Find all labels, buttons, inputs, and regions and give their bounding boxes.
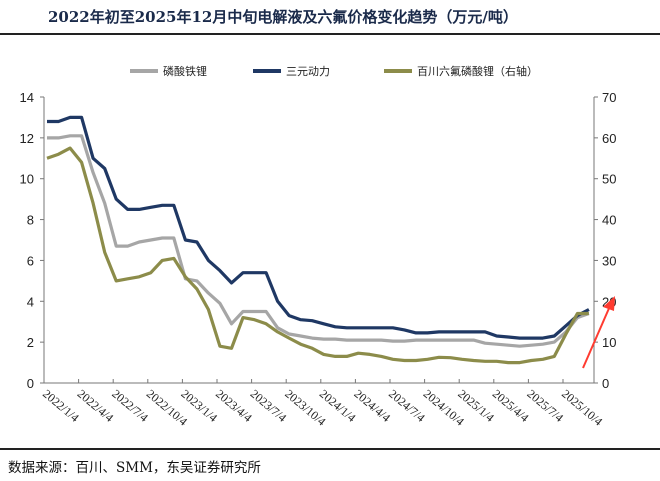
y-left-tick-label: 12 bbox=[20, 131, 34, 146]
x-tick-label: 2023/7/4 bbox=[248, 387, 290, 425]
y-left-tick-label: 4 bbox=[27, 294, 34, 309]
y-right-tick-label: 60 bbox=[602, 131, 616, 146]
legend-label-0: 磷酸铁锂 bbox=[163, 64, 207, 78]
y-right-tick-label: 40 bbox=[602, 213, 616, 228]
annotation-arrow-shaft bbox=[582, 305, 611, 369]
x-tick-label: 2024/4/4 bbox=[351, 387, 393, 425]
y-left-tick-label: 10 bbox=[20, 172, 34, 187]
annotation-arrow-head bbox=[603, 296, 615, 311]
legend-label-1: 三元动力 bbox=[286, 65, 330, 78]
y-left-tick-label: 2 bbox=[27, 335, 34, 350]
x-tick-label: 2023/4/4 bbox=[213, 387, 255, 425]
legend-label-2: 百川六氟磷酸锂（右轴） bbox=[417, 64, 538, 78]
y-right-tick-label: 50 bbox=[602, 172, 616, 187]
x-tick-label: 2024/7/4 bbox=[386, 387, 428, 425]
x-tick-label: 2022/1/4 bbox=[40, 387, 82, 425]
y-right-tick-label: 70 bbox=[602, 90, 616, 105]
y-left-tick-label: 6 bbox=[27, 253, 34, 268]
series-line-2 bbox=[46, 146, 589, 365]
y-left-tick-label: 14 bbox=[20, 90, 34, 105]
y-left-tick-label: 0 bbox=[27, 376, 34, 391]
x-tick-label: 2025/7/4 bbox=[524, 387, 566, 425]
x-tick-label: 2022/4/4 bbox=[75, 387, 117, 425]
source-divider bbox=[0, 448, 660, 450]
x-tick-label: 2025/10/4 bbox=[559, 387, 605, 429]
x-tick-label: 2022/7/4 bbox=[109, 387, 151, 425]
y-right-tick-label: 0 bbox=[602, 376, 609, 391]
series-line-0 bbox=[47, 134, 590, 348]
source-note: 数据来源：百川、SMM，东吴证券研究所 bbox=[8, 460, 261, 476]
y-right-tick-label: 30 bbox=[602, 253, 616, 268]
title-divider bbox=[0, 33, 660, 35]
chart: 024681012140102030405060702022/1/42022/4… bbox=[20, 64, 617, 429]
x-tick-label: 2025/4/4 bbox=[490, 387, 532, 425]
series-line-1 bbox=[47, 115, 590, 340]
y-right-tick-label: 10 bbox=[602, 335, 616, 350]
y-left-tick-label: 8 bbox=[27, 213, 34, 228]
chart-title: 2022年初至2025年12月中旬电解液及六氟价格变化趋势（万元/吨） bbox=[48, 8, 518, 26]
